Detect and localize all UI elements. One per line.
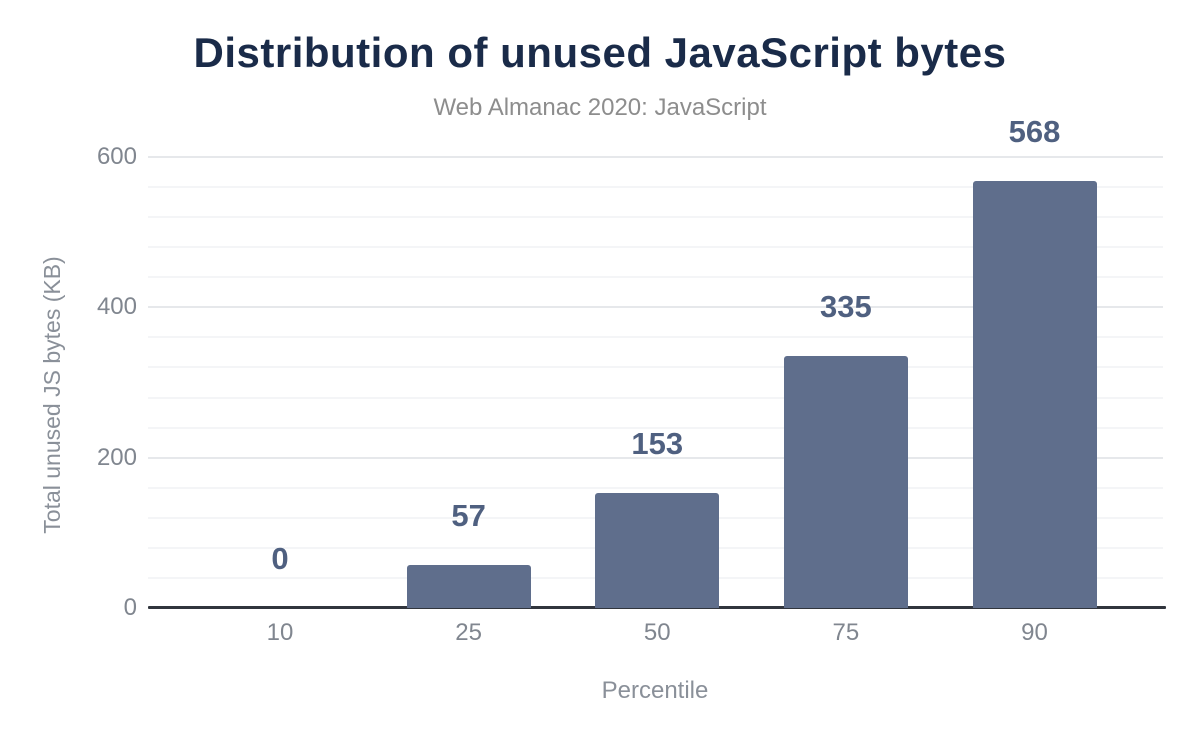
x-tick-label: 90 (1021, 619, 1048, 646)
gridline-major (148, 306, 1163, 309)
bar-value-label: 568 (1008, 114, 1061, 150)
x-tick-label: 25 (455, 619, 482, 646)
bar-value-label: 335 (820, 289, 872, 325)
gridline-minor (148, 246, 1163, 249)
gridline-minor (148, 366, 1163, 369)
gridline-minor (148, 396, 1163, 399)
y-tick-label: 0 (123, 594, 137, 621)
bar-value-label: 153 (631, 425, 684, 461)
bar-p50 (595, 492, 720, 608)
bar-p25 (406, 565, 531, 608)
bar-value-label: 0 (271, 541, 289, 576)
y-tick-label: 400 (96, 293, 137, 321)
gridline-minor (148, 426, 1163, 429)
gridline-minor (148, 276, 1163, 279)
x-axis-title: Percentile (601, 677, 709, 704)
bar-p90 (972, 181, 1097, 608)
gridline-minor (148, 486, 1163, 489)
chart-subtitle: Web Almanac 2020: JavaScript (433, 94, 767, 121)
y-tick-label: 600 (96, 143, 137, 170)
x-tick-label: 10 (266, 619, 294, 646)
x-tick-label: 50 (643, 619, 671, 646)
gridline-minor (148, 336, 1163, 339)
gridline-minor (148, 216, 1163, 219)
gridline-major (148, 156, 1163, 158)
gridline-major (148, 456, 1163, 459)
bar-p75 (783, 356, 908, 608)
chart-title: Distribution of unused JavaScript bytes (193, 29, 1007, 76)
bar-value-label: 57 (451, 498, 486, 534)
y-tick-label: 200 (96, 443, 137, 471)
gridline-minor (148, 186, 1163, 189)
x-tick-label: 75 (832, 619, 860, 646)
